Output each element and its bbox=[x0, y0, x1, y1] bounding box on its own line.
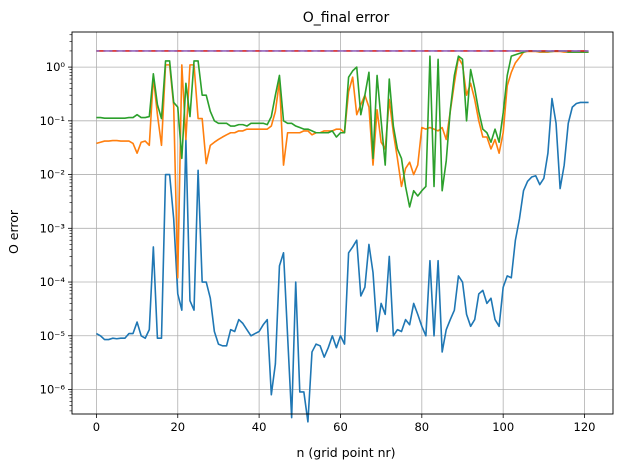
x-tick-label: 80 bbox=[414, 420, 429, 434]
grid bbox=[72, 32, 613, 414]
x-tick-label: 0 bbox=[93, 420, 100, 434]
x-tick-label: 20 bbox=[170, 420, 185, 434]
x-axis-label: n (grid point nr) bbox=[296, 445, 395, 460]
x-tick-label: 60 bbox=[333, 420, 348, 434]
x-tick-label: 120 bbox=[574, 420, 596, 434]
series-line-2 bbox=[96, 50, 589, 279]
y-tick-label: 10⁻³ bbox=[40, 221, 66, 235]
x-tick-label: 40 bbox=[252, 420, 267, 434]
chart-title: O_final error bbox=[303, 10, 390, 26]
y-tick-label: 10⁻⁵ bbox=[40, 329, 66, 343]
plot-frame bbox=[71, 31, 614, 415]
series-line-1 bbox=[96, 97, 589, 423]
y-tick-label: 10⁻¹ bbox=[40, 114, 65, 128]
y-tick-label: 10⁰ bbox=[46, 60, 66, 74]
x-tick-label: 100 bbox=[492, 420, 514, 434]
series-line-3 bbox=[96, 50, 589, 208]
y-tick-label: 10⁻⁴ bbox=[40, 275, 66, 289]
y-tick-label: 10⁻² bbox=[40, 168, 65, 182]
axis-ticks: 0 20 40 60 80 100 120 10⁻⁶ 10⁻⁵ 10⁻⁴ 10⁻³ 10⁻² 10⁻¹ 1… bbox=[40, 34, 596, 434]
series-lines bbox=[96, 50, 589, 423]
y-tick-label: 10⁻⁶ bbox=[40, 383, 66, 397]
y-axis-label: O error bbox=[6, 209, 21, 254]
